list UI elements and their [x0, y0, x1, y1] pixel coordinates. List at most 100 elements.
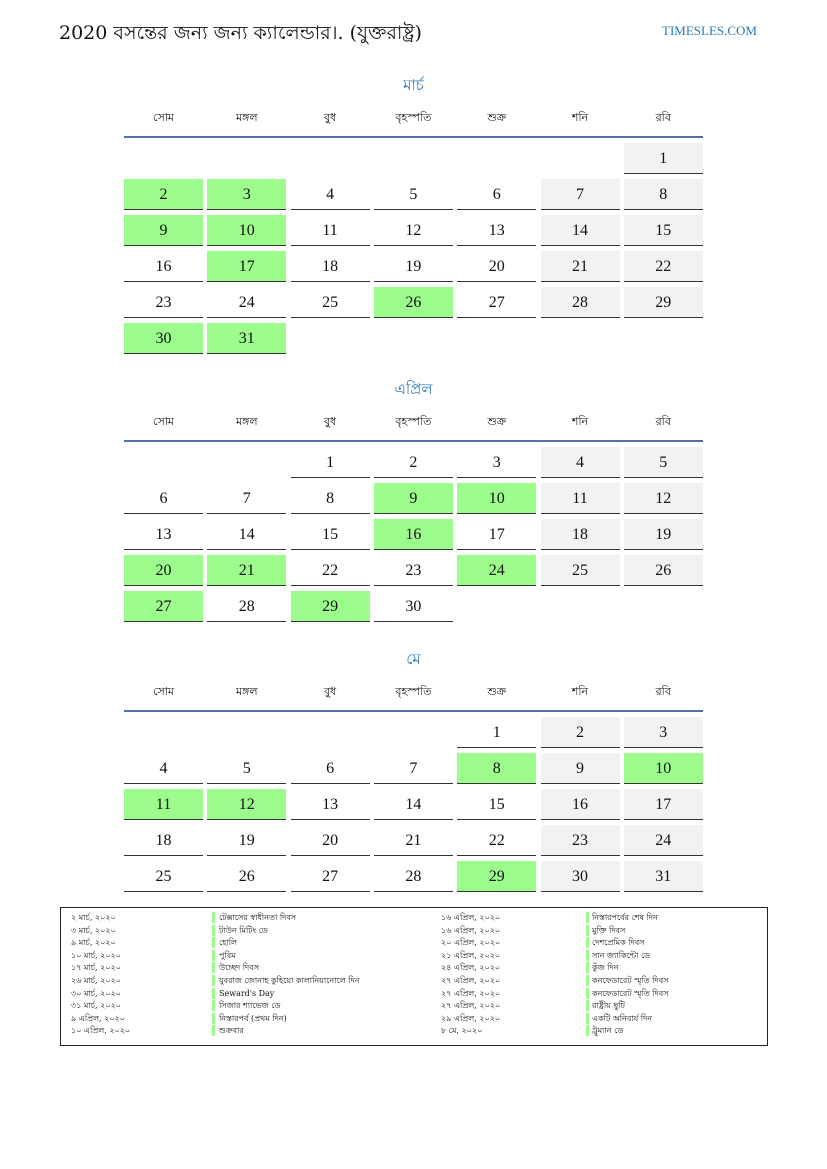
day-cell[interactable]: 26 [207, 861, 287, 892]
day-cell[interactable]: 11 [540, 483, 620, 514]
day-cell[interactable]: 15 [623, 215, 703, 246]
day-cell[interactable]: 23 [373, 555, 453, 586]
holiday-name: যুবরাজ জোনাহ কুহিয়ো কালানিয়ানোলে দিন [219, 976, 360, 985]
day-cell[interactable]: 8 [290, 483, 370, 514]
day-cell[interactable]: 17 [623, 789, 703, 820]
day-cell[interactable]: 7 [373, 753, 453, 784]
day-cell[interactable]: 4 [124, 753, 203, 784]
day-cell[interactable]: 22 [623, 251, 703, 282]
day-cell[interactable]: 25 [124, 861, 203, 892]
day-cell[interactable]: 1 [457, 717, 537, 748]
day-cell[interactable]: 18 [540, 519, 620, 550]
day-cell[interactable]: 4 [290, 179, 370, 210]
day-cell[interactable]: 15 [290, 519, 370, 550]
day-cell[interactable]: 21 [540, 251, 620, 282]
day-cell[interactable]: 5 [207, 753, 287, 784]
day-cell[interactable]: 3 [207, 179, 287, 210]
day-cell[interactable]: 21 [373, 825, 453, 856]
day-cell[interactable]: 6 [124, 483, 203, 514]
day-cell[interactable]: 30 [124, 323, 203, 354]
day-cell[interactable]: 27 [457, 287, 537, 318]
holiday-date: ৩০ মার্চ, ২০২০ [71, 988, 121, 998]
day-cell[interactable]: 10 [457, 483, 537, 514]
holiday-marker [212, 975, 215, 986]
holiday-date: ৩১ মার্চ, ২০২০ [71, 1001, 121, 1011]
day-cell[interactable]: 10 [623, 753, 703, 784]
day-cell[interactable]: 28 [540, 287, 620, 318]
day-cell[interactable]: 23 [124, 287, 203, 318]
day-cell[interactable]: 13 [457, 215, 537, 246]
day-cell[interactable]: 28 [207, 591, 287, 622]
day-cell[interactable]: 8 [457, 753, 537, 784]
day-cell[interactable]: 17 [457, 519, 537, 550]
day-cell[interactable]: 24 [457, 555, 537, 586]
day-cell[interactable]: 27 [124, 591, 203, 622]
day-cell[interactable]: 12 [207, 789, 287, 820]
holiday-name: ট্রুম্যান ডে [592, 1026, 624, 1036]
day-cell[interactable]: 18 [290, 251, 370, 282]
day-cell[interactable]: 24 [623, 825, 703, 856]
day-cell[interactable]: 27 [290, 861, 370, 892]
day-cell[interactable]: 2 [373, 447, 453, 478]
day-cell[interactable]: 20 [290, 825, 370, 856]
day-cell[interactable]: 4 [540, 447, 620, 478]
day-cell[interactable]: 18 [124, 825, 203, 856]
day-cell[interactable]: 6 [290, 753, 370, 784]
day-cell[interactable]: 24 [207, 287, 287, 318]
day-cell[interactable]: 1 [623, 143, 703, 174]
day-cell[interactable]: 22 [290, 555, 370, 586]
day-cell[interactable]: 5 [373, 179, 453, 210]
day-cell[interactable]: 15 [457, 789, 537, 820]
day-cell[interactable]: 26 [373, 287, 453, 318]
day-cell[interactable]: 5 [623, 447, 703, 478]
day-cell[interactable]: 31 [623, 861, 703, 892]
day-cell[interactable]: 8 [623, 179, 703, 210]
day-cell[interactable]: 29 [623, 287, 703, 318]
day-cell[interactable]: 3 [623, 717, 703, 748]
day-cell[interactable]: 19 [623, 519, 703, 550]
day-cell[interactable]: 16 [124, 251, 203, 282]
site-link[interactable]: TIMESLES.COM [662, 23, 757, 38]
day-cell[interactable]: 19 [207, 825, 287, 856]
day-cell[interactable]: 12 [623, 483, 703, 514]
day-cell[interactable]: 11 [290, 215, 370, 246]
day-cell[interactable]: 17 [207, 251, 287, 282]
day-cell[interactable]: 6 [457, 179, 537, 210]
day-cell[interactable]: 31 [207, 323, 287, 354]
day-cell[interactable]: 23 [540, 825, 620, 856]
day-cell[interactable]: 14 [207, 519, 287, 550]
day-cell[interactable]: 12 [373, 215, 453, 246]
day-cell[interactable]: 20 [457, 251, 537, 282]
weekday-header: বৃহস্পতি [395, 111, 432, 124]
day-cell[interactable]: 10 [207, 215, 287, 246]
day-cell[interactable]: 26 [623, 555, 703, 586]
day-cell[interactable]: 9 [373, 483, 453, 514]
day-cell[interactable]: 7 [207, 483, 287, 514]
day-cell[interactable]: 25 [290, 287, 370, 318]
day-cell[interactable]: 28 [373, 861, 453, 892]
day-cell[interactable]: 2 [124, 179, 203, 210]
day-cell[interactable]: 21 [207, 555, 287, 586]
day-cell[interactable]: 7 [540, 179, 620, 210]
day-cell[interactable]: 30 [540, 861, 620, 892]
day-cell[interactable]: 20 [124, 555, 203, 586]
day-cell[interactable]: 9 [540, 753, 620, 784]
day-cell[interactable]: 3 [457, 447, 537, 478]
day-cell[interactable]: 25 [540, 555, 620, 586]
day-cell[interactable]: 14 [373, 789, 453, 820]
day-cell[interactable]: 19 [373, 251, 453, 282]
day-cell[interactable]: 2 [540, 717, 620, 748]
day-cell[interactable]: 9 [124, 215, 203, 246]
day-cell[interactable]: 29 [290, 591, 370, 622]
day-cell[interactable]: 29 [457, 861, 537, 892]
day-cell[interactable]: 30 [373, 591, 453, 622]
day-cell[interactable]: 1 [290, 447, 370, 478]
day-cell[interactable]: 13 [290, 789, 370, 820]
day-cell[interactable]: 13 [124, 519, 203, 550]
day-cell[interactable]: 16 [373, 519, 453, 550]
day-cell[interactable]: 22 [457, 825, 537, 856]
day-cell[interactable]: 14 [540, 215, 620, 246]
holiday-date: ২৭ এপ্রিল, ২০২০ [441, 988, 501, 998]
day-cell[interactable]: 11 [124, 789, 203, 820]
day-cell[interactable]: 16 [540, 789, 620, 820]
